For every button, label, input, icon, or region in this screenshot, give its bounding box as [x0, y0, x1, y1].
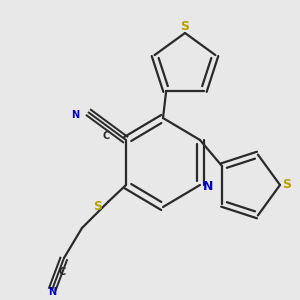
Text: C: C	[58, 267, 66, 277]
Text: C: C	[102, 131, 110, 141]
Text: N: N	[71, 110, 79, 120]
Text: S: S	[181, 20, 190, 34]
Text: S: S	[283, 178, 292, 191]
Text: S: S	[94, 200, 103, 212]
Text: N: N	[203, 179, 213, 193]
Text: N: N	[48, 287, 56, 297]
